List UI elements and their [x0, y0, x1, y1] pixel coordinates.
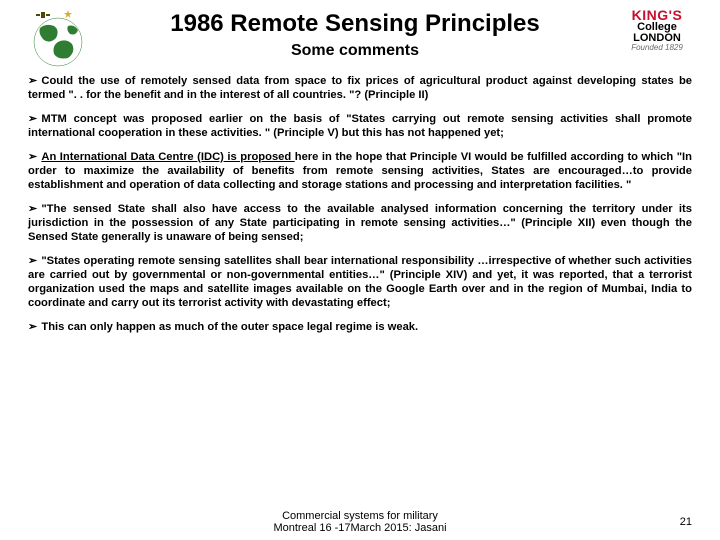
bullet-arrow-icon: ➢ — [28, 150, 37, 164]
bullet-item: ➢"States operating remote sensing satell… — [28, 254, 692, 310]
bullet-item: ➢"The sensed State shall also have acces… — [28, 202, 692, 244]
bullet-item: ➢ An International Data Centre (IDC) is p… — [28, 150, 692, 192]
logo-line-founded: Founded 1829 — [622, 44, 692, 52]
bullet-list: ➢Could the use of remotely sensed data f… — [28, 74, 692, 334]
bullet-item: ➢Could the use of remotely sensed data f… — [28, 74, 692, 102]
underlined-text: An International Data Centre (IDC) is pr… — [41, 151, 294, 163]
footer-line-2: Montreal 16 -17March 2015: Jasani — [0, 522, 720, 534]
slide-title: 1986 Remote Sensing Principles — [88, 10, 622, 38]
logo-line-kings: KING'S — [622, 8, 692, 22]
page-number: 21 — [680, 516, 692, 528]
bullet-arrow-icon: ➢ — [28, 202, 37, 216]
bullet-item: ➢This can only happen as much of the out… — [28, 320, 692, 334]
bullet-arrow-icon: ➢ — [28, 254, 37, 268]
bullet-arrow-icon: ➢ — [28, 320, 37, 334]
header-row: 1986 Remote Sensing Principles Some comm… — [28, 8, 692, 68]
kings-college-logo: KING'S College LONDON Founded 1829 — [622, 8, 692, 52]
globe-satellite-icon — [28, 8, 88, 68]
bullet-arrow-icon: ➢ — [28, 74, 37, 88]
footer-line-1: Commercial systems for military — [0, 510, 720, 522]
slide-container: 1986 Remote Sensing Principles Some comm… — [0, 0, 720, 540]
title-block: 1986 Remote Sensing Principles Some comm… — [88, 8, 622, 60]
slide-footer: Commercial systems for military Montreal… — [0, 510, 720, 534]
bullet-item: ➢MTM concept was proposed earlier on the… — [28, 112, 692, 140]
slide-subtitle: Some comments — [88, 42, 622, 60]
bullet-arrow-icon: ➢ — [28, 112, 37, 126]
